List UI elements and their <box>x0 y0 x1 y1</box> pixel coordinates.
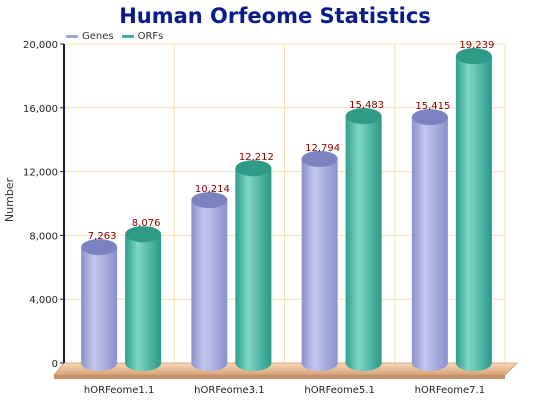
bar-genes <box>191 192 228 371</box>
bar-orfs <box>125 226 162 371</box>
data-label: 8,076 <box>132 218 161 229</box>
bar-cap <box>81 239 118 256</box>
legend-swatch-genes <box>66 35 78 38</box>
y-tick-label: 0 <box>52 359 58 370</box>
floor-layer <box>53 362 518 379</box>
bar-body <box>411 117 448 371</box>
bar-cap <box>455 48 492 65</box>
bar-layer: 7,263 8,076 10,214 12,212 12,794 15,483 15,415… <box>81 40 494 372</box>
y-tick-label: 4,000 <box>29 295 58 306</box>
bar-body <box>301 158 338 371</box>
x-tick-label: hORFeome7.1 <box>415 385 485 396</box>
data-label: 10,214 <box>195 184 230 195</box>
bar-genes <box>411 109 448 371</box>
bar-orfs <box>455 48 492 372</box>
bar-body <box>455 56 492 372</box>
bar-body <box>125 234 162 371</box>
legend-swatch-orfs <box>121 35 134 38</box>
bar-body <box>81 247 118 371</box>
data-label: 15,483 <box>349 100 384 111</box>
bar-body <box>235 168 272 371</box>
data-label: 12,794 <box>305 143 340 154</box>
bar-body <box>345 116 382 372</box>
y-tick-label: 8,000 <box>29 231 58 242</box>
bar-cap <box>345 108 382 125</box>
data-label: 7,263 <box>88 231 117 242</box>
legend: Genes ORFs <box>66 31 163 42</box>
bar-orfs <box>345 108 382 372</box>
y-tick-label: 12,000 <box>23 168 58 179</box>
bar-cap <box>125 226 162 243</box>
y-tick-label: 16,000 <box>23 104 58 115</box>
y-tick-label: 20,000 <box>23 40 58 51</box>
floor-edge <box>54 375 505 379</box>
data-label: 19,239 <box>459 40 494 51</box>
bar-cap <box>191 192 228 209</box>
bar-body <box>191 200 228 371</box>
y-axis-label: Number <box>3 177 16 222</box>
legend-label-genes: Genes <box>82 31 114 42</box>
x-tick-label: hORFeome5.1 <box>304 385 374 396</box>
bar-genes <box>301 150 338 371</box>
data-label: 15,415 <box>415 101 450 112</box>
legend-item-genes: Genes <box>66 31 114 42</box>
bar-cap <box>411 109 448 126</box>
bar-genes <box>81 239 118 371</box>
legend-item-orfs: ORFs <box>121 31 164 42</box>
legend-label-orfs: ORFs <box>137 31 164 42</box>
floor-top <box>53 362 518 376</box>
bar-cap <box>301 150 338 167</box>
bar-orfs <box>235 160 272 371</box>
data-label: 12,212 <box>239 152 274 163</box>
axis-layer: 0 4,000 8,000 12,000 16,000 20,000 hORFeome1.1… <box>23 40 485 396</box>
x-tick-label: hORFeome1.1 <box>84 385 154 396</box>
chart-title: Human Orfeome Statistics <box>119 4 431 28</box>
bar-cap <box>235 160 272 177</box>
x-tick-label: hORFeome3.1 <box>194 385 264 396</box>
